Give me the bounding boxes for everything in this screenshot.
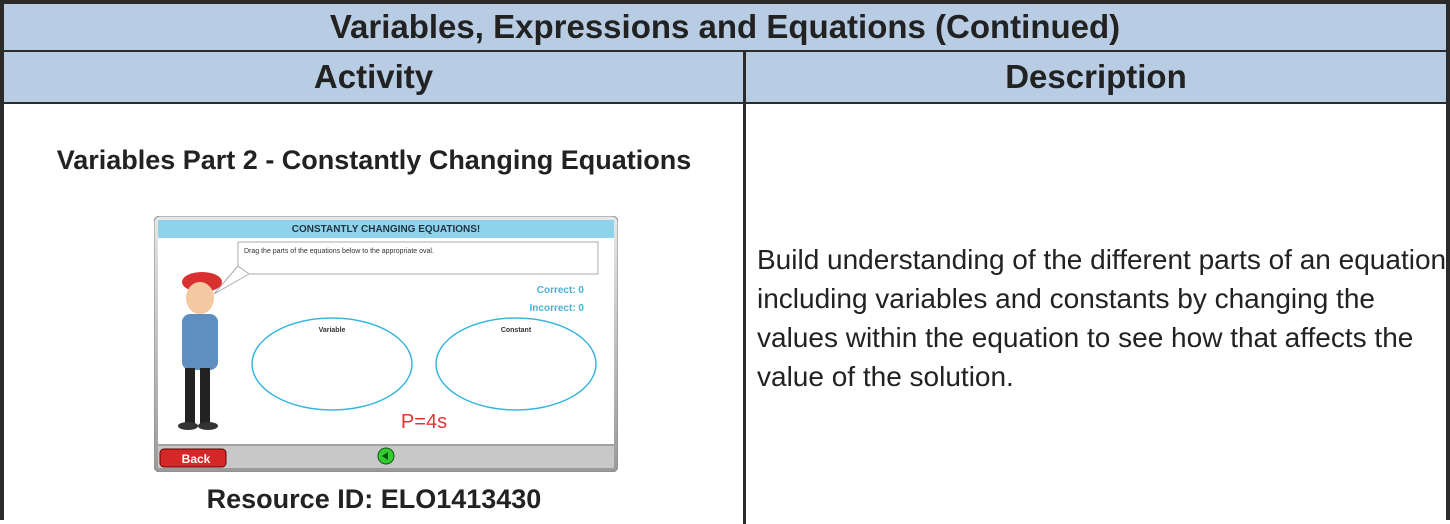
description: Build understanding of the different par… <box>757 244 1447 392</box>
table-title: Variables, Expressions and Equations (Co… <box>4 4 1446 52</box>
column-header: Activity <box>4 52 746 104</box>
incorrect-count: Incorrect: 0 <box>530 303 585 314</box>
oval-label: Variable <box>319 327 346 334</box>
banner: CONSTANTLY CHANGING EQUATIONS! <box>292 224 481 235</box>
activity-screenshot: CONSTANTLY CHANGING EQUATIONS! Drag the … <box>154 216 618 472</box>
resource-id: Resource ID: ELO1413430 <box>206 484 542 514</box>
back-button: Back <box>182 452 211 466</box>
correct-count: Correct: 0 <box>537 285 585 296</box>
column-divider <box>743 104 746 524</box>
equation: P=4s <box>401 411 447 433</box>
activity-title: Variables Part 2 - Constantly Changing E… <box>56 145 692 175</box>
oval-label: Constant <box>501 327 532 334</box>
column-header: Description <box>746 52 1446 104</box>
instruction: Drag the parts of the equations below to… <box>244 248 434 255</box>
